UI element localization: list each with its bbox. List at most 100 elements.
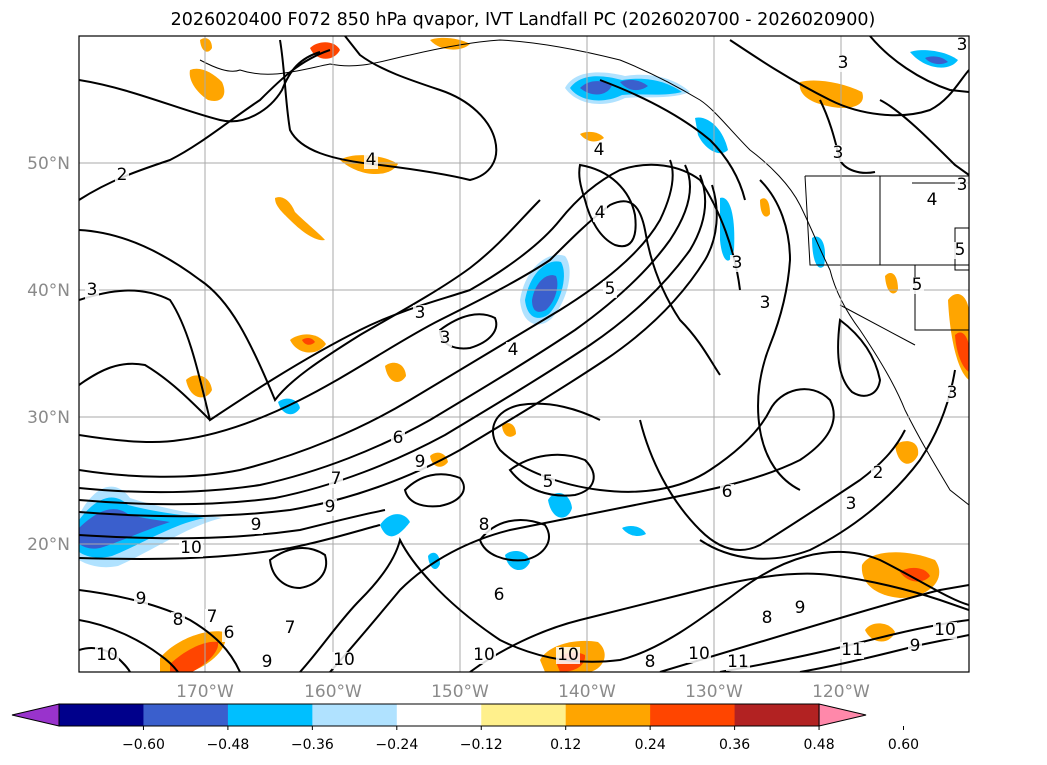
shade-blob [925,56,948,65]
contour-label: 9 [262,652,273,672]
lon-label: 120°W [812,682,870,702]
contour-label-bg [726,654,750,671]
colorbar-segment [396,704,482,726]
contour-label: 10 [557,645,579,665]
contour-label-bg [840,642,864,659]
contour-label-bg [364,152,378,169]
contour-label-bg [438,330,452,347]
contour-label-bg [955,37,969,54]
shade-blob [502,423,516,437]
shade-blob [200,38,212,52]
contour-label-bg [933,622,957,639]
contour-label-bg [730,255,744,272]
contour-label: 3 [957,35,968,55]
contour-label: 9 [795,598,806,618]
contour-label-bg [556,647,580,664]
contour-label: 4 [927,190,938,210]
contour-label: 4 [595,203,606,223]
colorbar-tick-label: −0.24 [375,737,418,753]
shade-blob [275,197,325,241]
colorbar-tick-label: −0.12 [460,737,503,753]
contour-label: 7 [331,469,342,489]
contour-label-bg [760,610,774,627]
contour-label-bg [85,282,99,299]
contour-label-bg [332,652,356,669]
colorbar-segment [59,704,144,726]
shade-blob [622,526,646,536]
lat-label: 50°N [27,154,70,174]
contour-label: 5 [543,472,554,492]
colorbar-segment [143,704,229,726]
shade-blob [861,552,940,598]
colorbar-segment [650,704,736,726]
colorbar-segment [227,704,313,726]
contour-label-bg [908,638,922,655]
contour-label: 10 [333,650,355,670]
contour-label-bg [249,517,263,534]
contour-label-bg [758,295,772,312]
contour-label: 4 [366,150,377,170]
lon-label: 150°W [431,682,489,702]
contour-label: 2 [873,463,884,483]
lat-label: 20°N [27,535,70,555]
contour-label-bg [836,55,850,72]
contour-label: 6 [224,623,235,643]
contour-label: 3 [957,175,968,195]
lat-labels: 50°N 40°N 30°N 20°N [27,154,70,555]
contour-label: 3 [833,143,844,163]
colorbar-tick-label: −0.48 [206,737,249,753]
contour-label: 2 [117,165,128,185]
contour-label-bg [687,646,711,663]
colorbar-tick-label: 0.24 [635,737,666,753]
contour-label-bg [603,281,617,298]
contour-label-bg [413,454,427,471]
contour-label-bg [844,496,858,513]
contour-label-bg [134,591,148,608]
shade-blob [170,641,219,672]
contour-label-bg [329,471,343,488]
contour-label: 6 [722,482,733,502]
contour-label-bg [413,305,427,322]
plot-title: 2026020400 F072 850 hPa qvapor, IVT Land… [171,10,876,30]
lon-label: 160°W [304,682,362,702]
contour-label: 3 [947,383,958,403]
colorbar: −0.60 −0.48 −0.36 −0.24 −0.12 0.12 0.24 0.36 0.4… [11,703,919,753]
contour-label: 5 [912,275,923,295]
colorbar-tick-label: 0.36 [719,737,750,753]
colorbar-frame [58,703,820,727]
contour-label: 10 [96,645,118,665]
shade-blob [79,509,170,549]
contour-label: 3 [838,53,849,73]
contour-label-bg [720,484,734,501]
contour-label: 10 [180,538,202,558]
contour-label: 3 [760,293,771,313]
shade-blob [865,623,895,642]
contour-label-bg [871,465,885,482]
shade-blob [548,493,572,518]
contour-label: 7 [285,618,296,638]
lon-label: 170°W [176,682,234,702]
shade-blob [385,362,406,382]
contour-label: 3 [87,280,98,300]
contour-label: 8 [173,610,184,630]
contour-label: 10 [473,645,495,665]
contour-label: 3 [415,303,426,323]
contour-label: 4 [594,140,605,160]
contour-label-bg [477,517,491,534]
contour-label: 9 [910,636,921,656]
contour-label-bg [260,654,274,671]
shade-blob [895,441,919,464]
contour-label: 11 [727,652,749,672]
contour-label-bg [592,142,606,159]
colorbar-segment [734,704,820,726]
coastlines [199,39,969,506]
shade-blob [760,198,770,217]
shade-blob [812,236,826,268]
shade-blob [885,272,898,294]
contour-label: 9 [325,497,336,517]
colorbar-segment [481,704,567,726]
colorbar-extend-max [818,703,867,727]
contour-label: 8 [645,652,656,672]
